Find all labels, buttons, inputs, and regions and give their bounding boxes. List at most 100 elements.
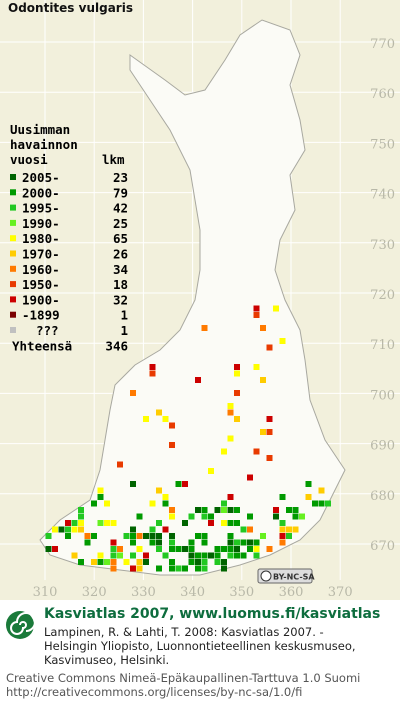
y-tick-label: 750 [370, 137, 395, 152]
occurrence-square [253, 305, 260, 312]
occurrence-square [156, 565, 162, 572]
occurrence-square [221, 520, 227, 526]
occurrence-square [318, 487, 325, 494]
y-tick-label: 670 [370, 539, 395, 554]
occurrence-square [234, 520, 240, 526]
x-tick-label: 340 [180, 585, 205, 600]
license-badge-text: BY-NC-SA [273, 573, 315, 582]
occurrence-square [130, 552, 136, 559]
occurrence-square [227, 494, 234, 500]
occurrence-square [247, 526, 253, 533]
occurrence-square [208, 520, 214, 526]
legend-label: 2000- [22, 185, 60, 200]
occurrence-square [227, 520, 234, 526]
legend-swatch [10, 327, 16, 333]
occurrence-square [130, 481, 136, 487]
occurrence-square [110, 552, 117, 559]
country-outline [39, 19, 346, 576]
occurrence-square [234, 370, 240, 377]
occurrence-square [156, 409, 162, 416]
occurrence-square [123, 533, 130, 539]
occurrence-square [45, 533, 52, 539]
logo-spiral [10, 612, 36, 635]
legend-count: 34 [113, 262, 128, 277]
occurrence-square [221, 565, 227, 572]
legend-label: ??? [36, 323, 59, 338]
legend-label: -1899 [22, 308, 60, 323]
occurrence-square [175, 565, 182, 572]
occurrence-square [279, 526, 286, 533]
occurrence-square [175, 546, 182, 552]
legend-swatch [10, 265, 16, 272]
occurrence-square [201, 533, 208, 539]
y-tick-label: 700 [370, 388, 395, 403]
y-tick-label: 740 [370, 188, 395, 203]
occurrence-square [130, 539, 136, 546]
occurrence-square [227, 435, 234, 442]
occurrence-square [253, 552, 260, 559]
occurrence-square [305, 494, 312, 500]
y-tick-label: 760 [370, 87, 395, 102]
occurrence-square [143, 416, 149, 422]
occurrence-square [162, 552, 169, 559]
occurrence-square [325, 500, 331, 507]
occurrence-square [110, 559, 117, 565]
occurrence-square [156, 520, 162, 526]
occurrence-square [169, 565, 175, 572]
legend-swatch [10, 235, 16, 242]
occurrence-square [149, 364, 156, 370]
occurrence-square [234, 390, 240, 396]
citation-line: Kasvimuseo, Helsinki. [44, 653, 169, 667]
occurrence-square [130, 526, 136, 533]
occurrence-square [292, 513, 299, 520]
occurrence-square [188, 559, 195, 565]
occurrence-square [299, 513, 305, 520]
citation-line: Helsingin Yliopisto, Luonnontieteellinen… [44, 639, 356, 653]
legend-header: havainnon [10, 137, 78, 152]
y-tick-label: 720 [370, 288, 395, 303]
occurrence-square [214, 552, 221, 559]
occurrence-square [260, 377, 266, 383]
legend-label: 1960- [22, 262, 60, 277]
occurrence-square [169, 513, 175, 520]
occurrence-square [156, 533, 162, 539]
occurrence-square [247, 546, 253, 552]
license-line: Creative Commons Nimeä-Epäkaupallinen-Ta… [6, 671, 360, 685]
occurrence-square [292, 507, 299, 513]
occurrence-square [97, 552, 104, 559]
occurrence-square [182, 565, 188, 572]
occurrence-square [188, 552, 195, 559]
occurrence-square [84, 539, 91, 546]
occurrence-square [273, 305, 279, 312]
occurrence-square [104, 559, 110, 565]
occurrence-square [97, 520, 104, 526]
occurrence-square [286, 507, 292, 513]
occurrence-square [162, 416, 169, 422]
legend-swatch [10, 281, 16, 288]
occurrence-square [110, 520, 117, 526]
legend-swatch [10, 250, 16, 257]
occurrence-square [266, 416, 273, 422]
occurrence-square [214, 559, 221, 565]
occurrence-square [234, 507, 240, 513]
occurrence-square [136, 559, 143, 565]
occurrence-square [253, 364, 260, 370]
occurrence-square [117, 546, 123, 552]
occurrence-square [260, 429, 266, 435]
citation-line: Lampinen, R. & Lahti, T. 2008: Kasviatla… [44, 625, 324, 639]
occurrence-square [266, 455, 273, 461]
occurrence-square [149, 370, 156, 377]
occurrence-square [91, 533, 97, 539]
occurrence-square [201, 552, 208, 559]
occurrence-square [162, 494, 169, 500]
occurrence-square [175, 481, 182, 487]
legend-header: Uusimman [10, 122, 70, 137]
occurrence-square [188, 513, 195, 520]
legend-count: 1 [120, 323, 128, 338]
occurrence-square [117, 552, 123, 559]
y-tick-label: 730 [370, 238, 395, 253]
occurrence-square [305, 481, 312, 487]
occurrence-square [195, 533, 201, 539]
occurrence-square [214, 507, 221, 513]
occurrence-square [78, 513, 84, 520]
